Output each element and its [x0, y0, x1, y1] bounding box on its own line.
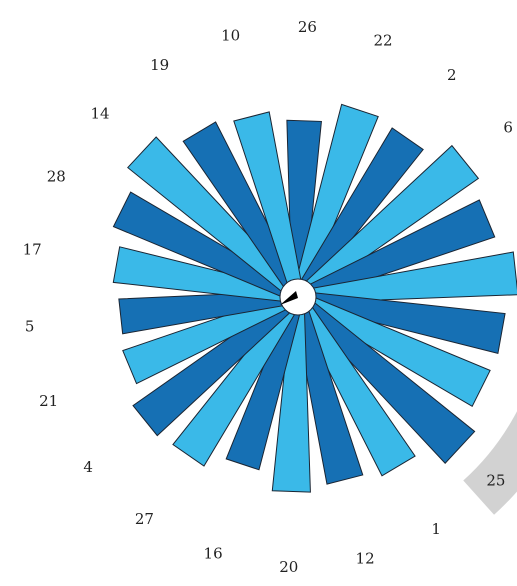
- category-label-22: 22: [373, 32, 392, 50]
- category-label-1: 1: [431, 520, 441, 538]
- category-label-17: 17: [23, 241, 42, 259]
- category-label-20: 20: [279, 558, 298, 576]
- background-arc: [463, 411, 517, 515]
- pointer-icon: [280, 291, 298, 305]
- category-label-19: 19: [150, 56, 169, 74]
- category-label-25: 25: [486, 472, 505, 490]
- category-label-28: 28: [47, 168, 66, 186]
- category-label-14: 14: [90, 104, 109, 122]
- category-label-12: 12: [356, 550, 375, 568]
- category-label-27: 27: [135, 510, 154, 528]
- category-label-26: 26: [298, 18, 317, 36]
- category-labels: 2622261338112511220162742151728141910: [23, 18, 513, 576]
- category-label-16: 16: [204, 544, 223, 562]
- category-label-10: 10: [221, 27, 240, 45]
- category-label-6: 6: [503, 118, 513, 136]
- category-label-4: 4: [83, 458, 93, 476]
- wedge-group: [112, 103, 517, 493]
- category-label-2: 2: [447, 66, 457, 84]
- center-hub: [279, 278, 317, 316]
- category-label-5: 5: [25, 317, 35, 335]
- category-label-21: 21: [39, 392, 58, 410]
